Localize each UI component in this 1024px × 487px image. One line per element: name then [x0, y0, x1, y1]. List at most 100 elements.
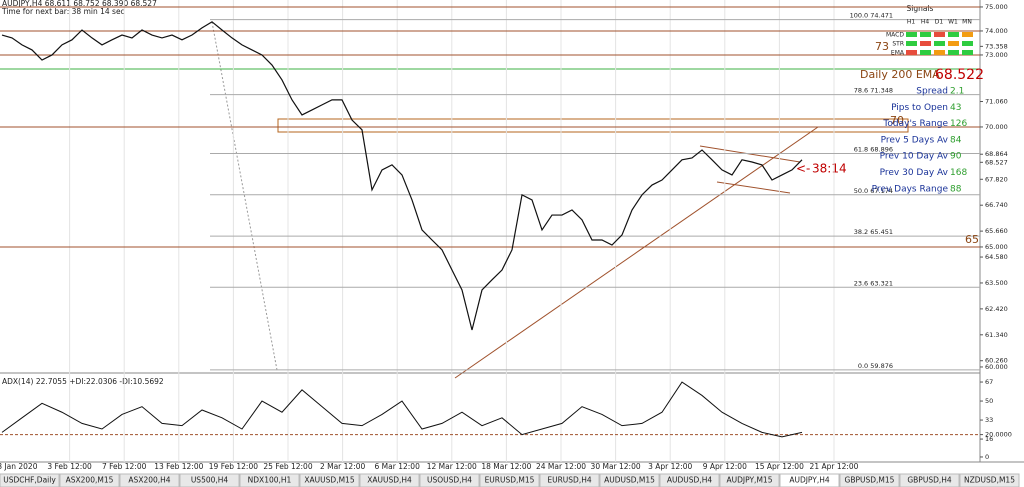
y-tick-label: 68.527 [985, 158, 1008, 166]
tab-label[interactable]: AUDUSD,H4 [667, 476, 712, 485]
signal-col: D1 [935, 19, 944, 26]
adx-tick-label: 33 [985, 416, 993, 424]
tab[interactable] [659, 473, 720, 487]
tab-label[interactable]: EURUSD,M15 [485, 476, 535, 485]
y-tick-label: 63.500 [985, 279, 1008, 287]
tab[interactable] [359, 473, 420, 487]
y-tick-label: 70.000 [985, 123, 1008, 131]
x-tick-label: 25 Feb 12:00 [263, 462, 312, 471]
info-label: Prev 10 Day Av [880, 152, 949, 162]
info-value: 90 [950, 152, 962, 162]
trend-line [454, 126, 819, 379]
y-tick-label: 67.820 [985, 175, 1008, 183]
x-tick-label: 28 Jan 2020 [0, 462, 38, 471]
adx-tick-label: 20.0000 [985, 431, 1012, 439]
tab[interactable] [779, 473, 840, 487]
signal-cell [934, 41, 945, 46]
info-label: Pips to Open [891, 103, 948, 113]
tab[interactable] [239, 473, 300, 487]
signal-col: H1 [907, 19, 916, 26]
tab[interactable] [59, 473, 120, 487]
info-value: 43 [950, 103, 961, 113]
tab[interactable] [599, 473, 660, 487]
tab-label[interactable]: ASX200,H4 [128, 476, 170, 485]
countdown-arrow: <- [796, 162, 810, 176]
ema-value: 68.522 [935, 67, 984, 83]
tab-label[interactable]: AUDUSD,M15 [604, 476, 655, 485]
fib-label: 38.2 65.451 [854, 228, 893, 236]
x-tick-label: 15 Apr 12:00 [755, 462, 804, 471]
x-tick-label: 6 Mar 12:00 [375, 462, 421, 471]
signal-row: STR [892, 41, 904, 48]
adx-tick-label: 67 [985, 378, 993, 386]
x-tick-label: 3 Feb 12:00 [47, 462, 92, 471]
tab-label[interactable]: ASX200,M15 [66, 476, 114, 485]
tab-label[interactable]: XAUUSD,H4 [367, 476, 412, 485]
tab-label[interactable]: USOUSD,H4 [427, 476, 472, 485]
tab-label[interactable]: EURUSD,H4 [547, 476, 591, 485]
tab-label[interactable]: XAUUSD,M15 [304, 476, 354, 485]
info-label: Today's Range [882, 119, 948, 129]
x-tick-label: 2 Mar 12:00 [320, 462, 366, 471]
y-tick-label: 60.260 [985, 357, 1008, 365]
y-tick-label: 73.358 [985, 42, 1008, 50]
tab-label[interactable]: AUDJPY,M15 [727, 476, 773, 485]
tab[interactable] [899, 473, 960, 487]
x-tick-label: 30 Mar 12:00 [591, 462, 641, 471]
symbol-line: AUDJPY,H4 68.611 68.752 68.390 68.527 [2, 0, 157, 8]
tab[interactable] [299, 473, 360, 487]
tab-label[interactable]: AUDJPY,H4 [789, 476, 830, 485]
fib-line [211, 21, 278, 371]
signal-cell [934, 50, 945, 55]
tab-label[interactable]: GBPUSD,H4 [907, 476, 952, 485]
tab[interactable] [839, 473, 900, 487]
tab[interactable] [959, 473, 1020, 487]
adx-tick-label: 50 [985, 397, 993, 405]
tab[interactable] [119, 473, 180, 487]
x-tick-label: 9 Apr 12:00 [703, 462, 747, 471]
x-tick-label: 13 Feb 12:00 [154, 462, 203, 471]
triangle-line [699, 145, 801, 163]
signal-cell [920, 41, 931, 46]
signal-col: W1 [948, 19, 958, 26]
tab[interactable] [419, 473, 480, 487]
signal-row: EMA [891, 50, 905, 57]
y-tick-label: 65.000 [985, 243, 1008, 251]
price-line [1, 21, 803, 331]
x-tick-label: 19 Feb 12:00 [209, 462, 258, 471]
signal-cell [962, 32, 973, 37]
tab-label[interactable]: NDX100,H1 [248, 476, 292, 485]
signal-cell [948, 50, 959, 55]
signal-row: MACD [886, 32, 904, 39]
signal-cell [962, 41, 973, 46]
signal-cell [906, 32, 917, 37]
tab-label[interactable]: GBPUSD,M15 [845, 476, 895, 485]
tab-label[interactable]: USDCHF,Daily [3, 476, 56, 485]
info-value: 126 [950, 119, 967, 129]
signal-col: H4 [921, 19, 930, 26]
y-tick-label: 74.000 [985, 27, 1008, 35]
signal-cell [948, 32, 959, 37]
tab-label[interactable]: US500,H4 [191, 476, 229, 485]
sr-label: 65 [965, 233, 979, 246]
tab[interactable] [719, 473, 780, 487]
tab[interactable] [0, 473, 60, 487]
info-value: 168 [950, 168, 967, 178]
y-tick-label: 60.000 [985, 363, 1008, 371]
tab-label[interactable]: NZDUSD,M15 [964, 476, 1015, 485]
info-value: 2.1 [950, 87, 964, 97]
adx-tick-label: 0 [985, 453, 989, 461]
y-tick-label: 62.420 [985, 305, 1008, 313]
tab[interactable] [179, 473, 240, 487]
tab[interactable] [479, 473, 540, 487]
x-tick-label: 21 Apr 12:00 [810, 462, 859, 471]
sr-label: 70 [890, 114, 904, 127]
tab[interactable] [539, 473, 600, 487]
y-tick-label: 75.000 [985, 3, 1008, 11]
y-tick-label: 68.864 [985, 150, 1008, 158]
adx-line [1, 381, 803, 438]
signal-cell [962, 50, 973, 55]
info-label: Prev Days Range [872, 184, 949, 194]
fib-label: 78.6 71.348 [854, 87, 893, 95]
